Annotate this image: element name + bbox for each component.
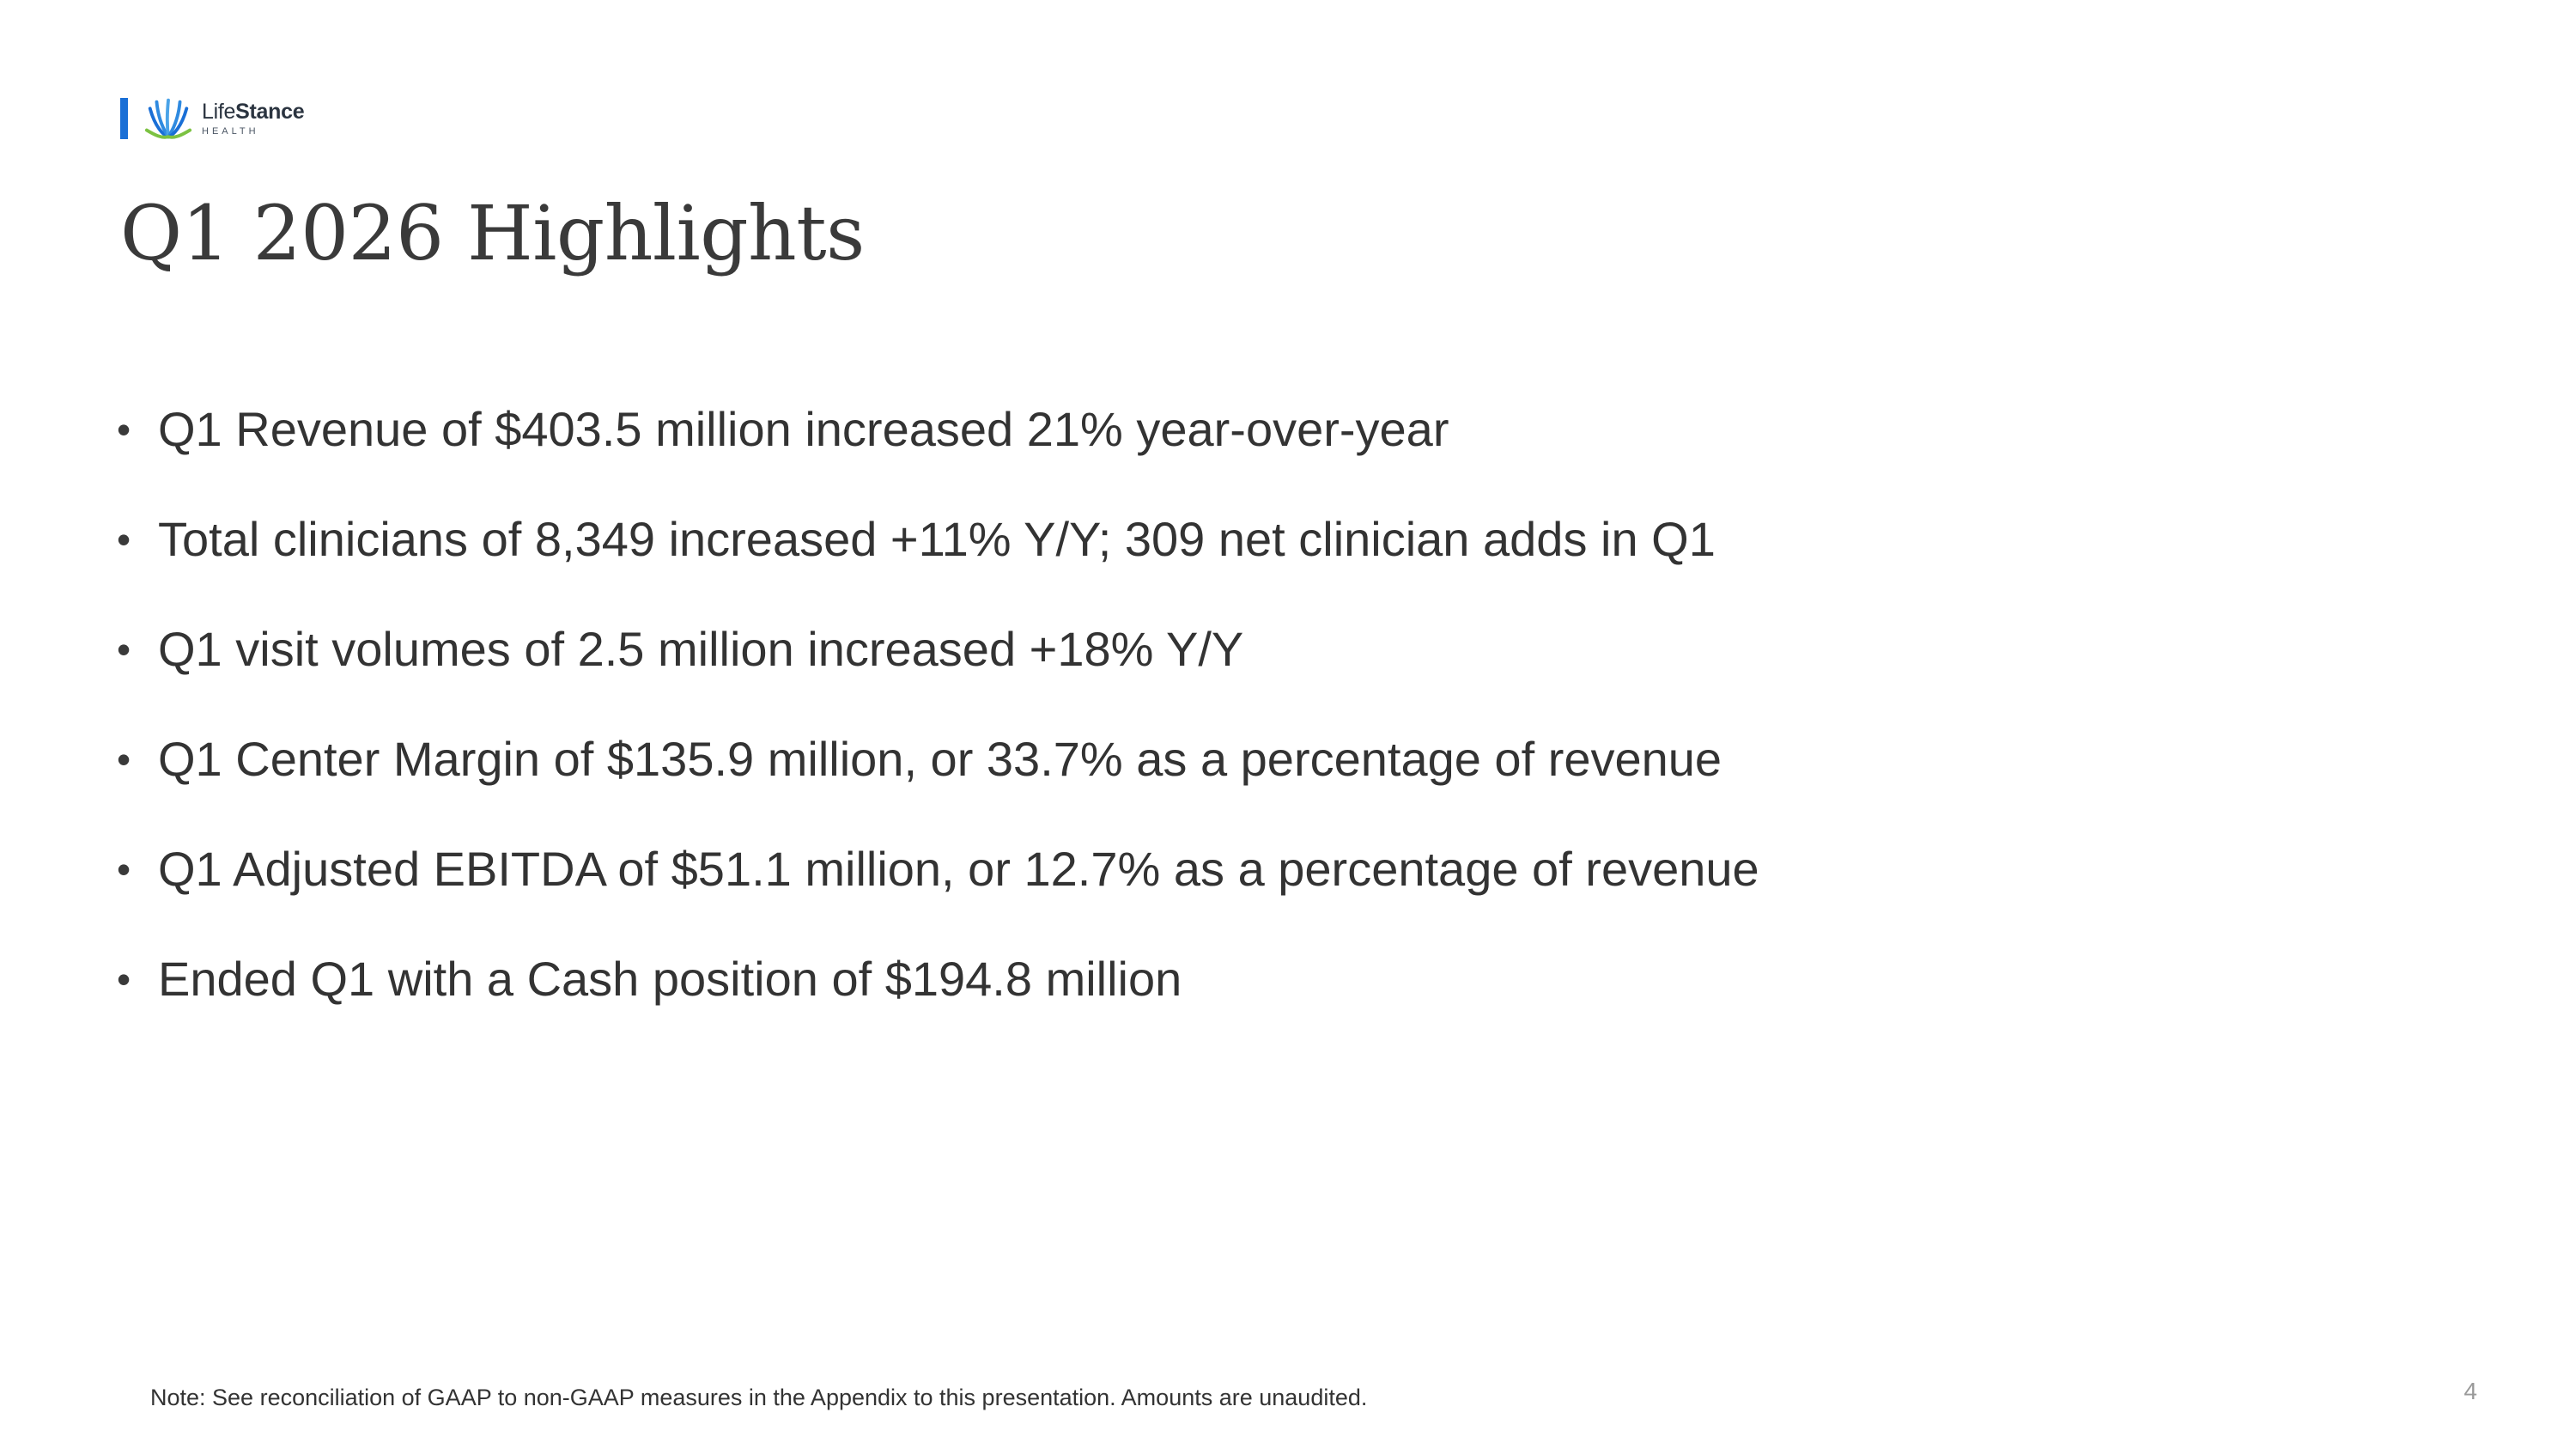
bullet-icon: • [117, 517, 131, 562]
highlight-text: Q1 Revenue of $403.5 million increased 2… [158, 402, 1449, 456]
highlight-item: • Ended Q1 with a Cash position of $194.8… [117, 952, 1759, 1007]
lifestance-logo: LifeStance HEALTH [120, 94, 305, 143]
highlight-item: • Q1 Revenue of $403.5 million increased … [117, 402, 1759, 457]
slide-title: Q1 2026 Highlights [120, 189, 865, 277]
highlight-text: Ended Q1 with a Cash position of $194.8 … [158, 952, 1182, 1006]
highlight-text: Q1 Adjusted EBITDA of $51.1 million, or … [158, 842, 1759, 896]
highlight-item: • Total clinicians of 8,349 increased +11… [117, 512, 1759, 567]
highlight-text: Total clinicians of 8,349 increased +11%… [158, 512, 1716, 566]
highlights-list: • Q1 Revenue of $403.5 million increased … [117, 402, 1759, 1062]
highlight-item: • Q1 Adjusted EBITDA of $51.1 million, or… [117, 842, 1759, 897]
page-number: 4 [2464, 1378, 2477, 1404]
accent-bar [120, 98, 128, 139]
logo-subtitle: HEALTH [202, 125, 259, 137]
lifestance-mark-icon [144, 98, 192, 139]
logo-name-bold: Stance [235, 99, 305, 124]
logo-name-light: Life [202, 99, 236, 124]
bullet-icon: • [117, 847, 131, 892]
logo-wordmark: LifeStance HEALTH [202, 99, 305, 137]
logo-name: LifeStance [202, 99, 305, 124]
highlight-item: • Q1 Center Margin of $135.9 million, or … [117, 732, 1759, 787]
highlight-item: • Q1 visit volumes of 2.5 million increas… [117, 622, 1759, 677]
bullet-icon: • [117, 407, 131, 452]
bullet-icon: • [117, 957, 131, 1002]
highlight-text: Q1 Center Margin of $135.9 million, or 3… [158, 732, 1722, 786]
footnote: Note: See reconciliation of GAAP to non-… [150, 1385, 1368, 1410]
highlight-text: Q1 visit volumes of 2.5 million increase… [158, 622, 1244, 676]
bullet-icon: • [117, 627, 131, 672]
bullet-icon: • [117, 737, 131, 782]
